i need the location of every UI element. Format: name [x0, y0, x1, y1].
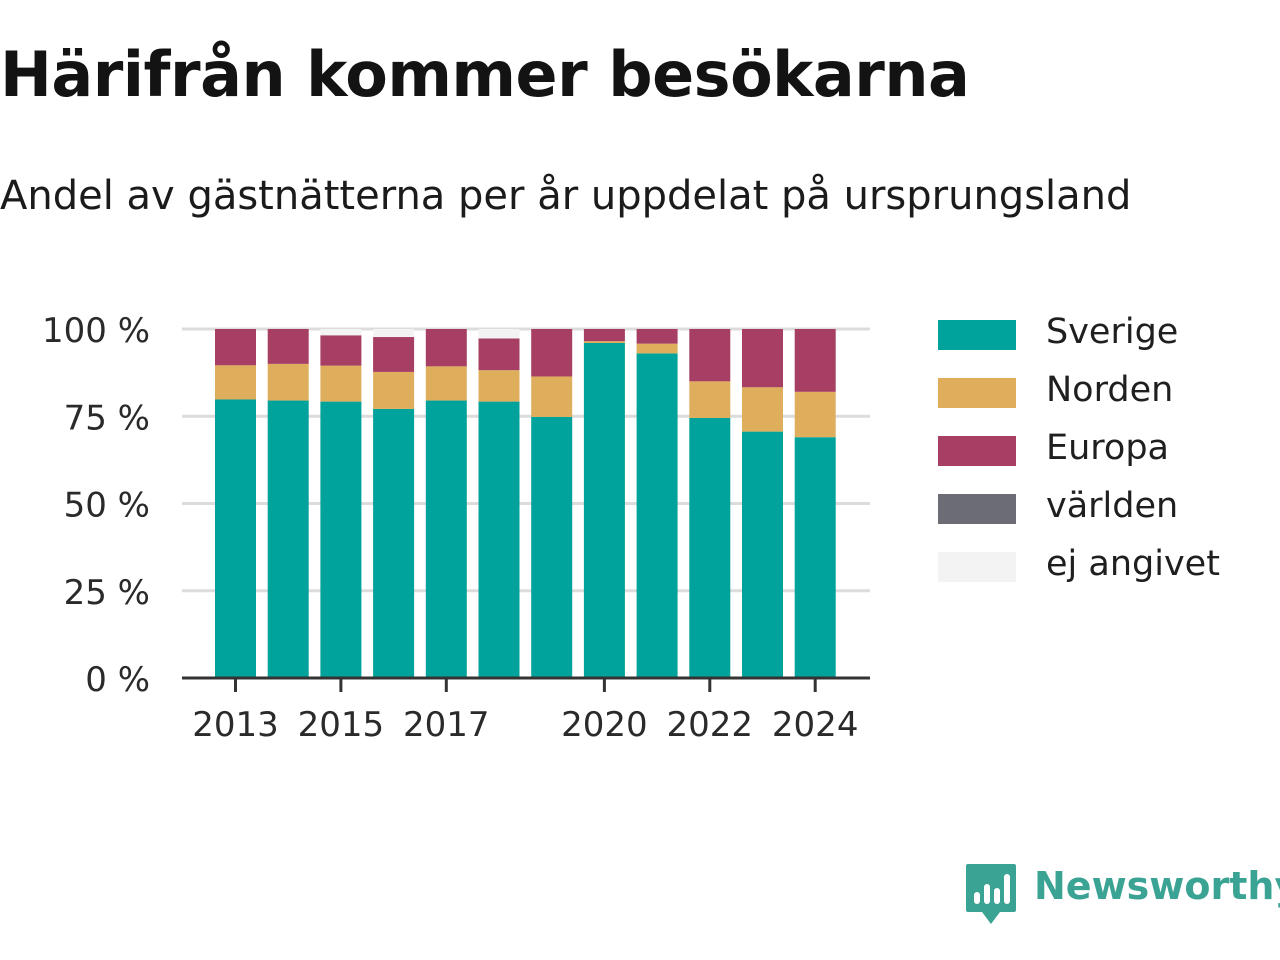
y-tick-label: 100 % [42, 311, 150, 351]
x-tick-label: 2013 [192, 705, 279, 745]
legend-label: Europa [1046, 428, 1169, 468]
brand-name: Newsworthy [1034, 864, 1280, 908]
bars [215, 329, 836, 678]
legend-label: Norden [1046, 370, 1174, 410]
x-tick-label: 2024 [772, 705, 859, 745]
bar-segment-sverige [267, 400, 309, 678]
y-tick-label: 25 % [64, 573, 150, 613]
x-tick-label: 2022 [667, 705, 754, 745]
bar-segment-sverige [583, 342, 625, 678]
bar-segment-sverige [636, 353, 678, 678]
bar-segment-sverige [742, 431, 783, 678]
legend-swatch [938, 436, 1016, 466]
bar-segment-norden [215, 365, 256, 400]
bar-segment-norden [636, 343, 678, 354]
bar-segment-europa [794, 329, 836, 392]
bar-segment-sverige [425, 400, 467, 678]
bar-segment-europa [531, 329, 573, 377]
legend-swatch [938, 494, 1016, 524]
stacked-bar-chart: 0 % 25 % 50 % 75 % 100 % 2013 2015 2017 2020 202… [42, 311, 870, 745]
bar-segment-norden [320, 365, 362, 402]
bar-segment-norden [689, 381, 731, 418]
bar-segment-norden [742, 387, 783, 432]
bar-segment-ej-angivet [373, 329, 415, 338]
bar-segment-sverige [689, 417, 731, 678]
bar-segment-europa [583, 329, 625, 342]
bar-segment-europa [742, 329, 783, 388]
bar-segment-europa [425, 329, 467, 367]
bar-segment-norden [373, 371, 415, 409]
bar-segment-europa [320, 335, 362, 366]
y-tick-label: 50 % [64, 486, 150, 526]
legend-label: världen [1046, 486, 1179, 526]
x-tick-label: 2015 [298, 705, 385, 745]
y-tick-labels: 0 % 25 % 50 % 75 % 100 % [42, 311, 150, 700]
bar-segment-europa [215, 329, 256, 366]
bar-segment-europa [689, 329, 731, 382]
bar-segment-europa [267, 329, 309, 364]
bar-segment-norden [267, 363, 309, 401]
legend-label: Sverige [1046, 312, 1179, 352]
chart-subtitle: Andel av gästnätterna per år uppdelat på… [0, 173, 1132, 219]
x-tick-labels: 2013 2015 2017 2020 2022 2024 [192, 705, 858, 745]
bar-segment-sverige [531, 416, 573, 678]
bar-segment-norden [794, 391, 836, 438]
legend-swatch [938, 552, 1016, 582]
bar-segment-norden [583, 341, 625, 343]
bar-segment-europa [636, 329, 678, 344]
legend-swatch [938, 378, 1016, 408]
y-tick-label: 0 % [85, 660, 150, 700]
x-tick-label: 2020 [561, 705, 648, 745]
y-tick-label: 75 % [64, 398, 150, 438]
bar-segment-sverige [215, 399, 256, 678]
bar-segment-europa [373, 337, 415, 372]
bar-segment-sverige [373, 408, 415, 678]
bar-segment-ej-angivet [478, 329, 520, 339]
bar-segment-ej-angivet [320, 329, 362, 336]
bar-segment-sverige [478, 401, 520, 678]
legend-label: ej angivet [1046, 544, 1220, 584]
chart-title: Härifrån kommer besökarna [0, 38, 970, 111]
x-tick-label: 2017 [403, 705, 490, 745]
bar-segment-europa [478, 338, 520, 371]
legend-swatch [938, 320, 1016, 350]
x-axis [182, 676, 870, 692]
newsworthy-logo-icon [966, 864, 1016, 924]
bar-segment-norden [425, 366, 467, 401]
bar-segment-sverige [320, 401, 362, 678]
bar-segment-sverige [794, 437, 836, 678]
bar-segment-norden [531, 376, 573, 417]
bar-segment-norden [478, 370, 520, 402]
